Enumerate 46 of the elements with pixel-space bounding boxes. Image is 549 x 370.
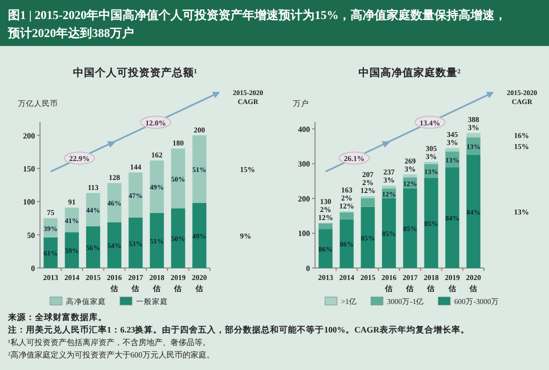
bar (340, 212, 354, 220)
y-tick-label: 100 (298, 229, 310, 238)
text: 图1 | 2015-2020年中国高净值个人可投资资产年增速预计为15%，高净值家庭数量保持高增速，预计2020年达到388万户 (7, 8, 507, 40)
y-tick-label: 200 (298, 194, 310, 204)
y-tick-label: 0 (31, 264, 35, 273)
bar (150, 212, 164, 268)
bar (171, 148, 186, 208)
bar (318, 224, 333, 230)
bar (382, 198, 396, 268)
y-tick-label: 100 (23, 198, 35, 207)
bar (192, 202, 206, 268)
bar (107, 183, 122, 222)
bar (445, 148, 460, 152)
bar (128, 172, 143, 218)
y-tick-label: 300 (298, 160, 310, 169)
bar (360, 206, 375, 268)
bar (128, 218, 143, 268)
bar (318, 229, 333, 268)
bar (64, 232, 79, 268)
bar (44, 237, 58, 268)
chart-title: 中国高净值家庭数量² (358, 66, 461, 79)
text: 注：用美元兑人民币汇率1：6.23换算。由于四舍五入，部分数据总和可能不等于100%。CAGR表示年均复合增长率。 (7, 324, 470, 334)
bar (424, 162, 438, 164)
bar (86, 226, 100, 268)
y-tick-label: 50 (27, 230, 35, 240)
bar (340, 219, 354, 268)
bar (424, 178, 438, 268)
bar (445, 167, 460, 268)
bar (171, 208, 186, 268)
bar (403, 174, 418, 178)
bar (107, 222, 122, 268)
y-tick-label: 200 (23, 131, 35, 140)
bar (192, 135, 206, 203)
y-tick-label: 0 (306, 264, 310, 273)
bar (403, 188, 418, 268)
y-tick-label: 400 (298, 124, 310, 134)
bar (150, 160, 164, 213)
y-tick-label: 150 (23, 164, 35, 174)
text: ²高净值家庭定义为可投资资产大于600万元人民币的家庭。 (8, 350, 214, 360)
bar (466, 154, 480, 268)
bar (382, 186, 396, 188)
source-note: 来源：全球财富数据库。 (7, 312, 107, 322)
chart-title: 中国个人可投资资产总额¹ (72, 66, 198, 79)
text: ¹私人可投资资产包括离岸资产，不含房地产、奢侈品等。 (8, 338, 210, 347)
bar (466, 133, 480, 138)
bar (360, 198, 375, 207)
